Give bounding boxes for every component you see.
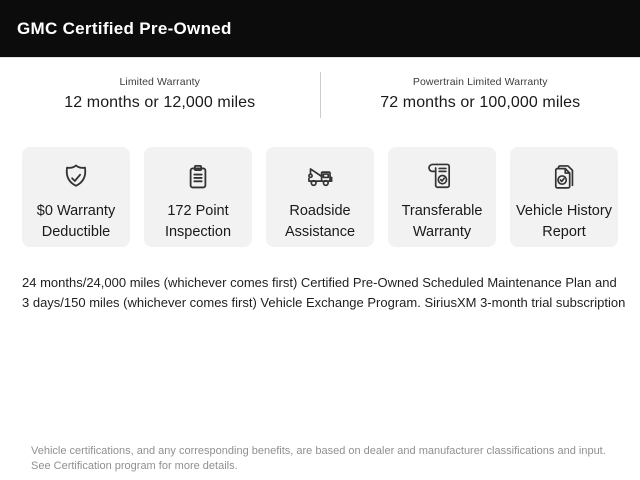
card-label: Transferable Warranty: [401, 203, 483, 240]
certification-disclaimer-text: Vehicle certifications, and any correspo…: [31, 445, 606, 472]
card-transferable-warranty: Transferable Warranty: [388, 147, 496, 247]
page-title: GMC Certified Pre-Owned: [17, 18, 232, 38]
warranty-scroll-icon: [423, 160, 461, 198]
card-label: Vehicle History Report: [516, 203, 612, 240]
card-label: 172 Point Inspection: [164, 203, 232, 240]
card-label: $0 Warranty Deductible: [36, 203, 116, 240]
header-bar: GMC Certified Pre-Owned: [0, 0, 640, 57]
program-details-text: 24 months/24,000 miles (whichever comes …: [22, 275, 626, 310]
card-point-inspection: 172 Point Inspection: [144, 147, 252, 247]
powertrain-warranty-column: Powertrain Limited Warranty 72 months or…: [321, 72, 640, 118]
benefit-cards: $0 Warranty Deductible 172 Point Inspect…: [22, 147, 618, 247]
powertrain-warranty-label: Powertrain Limited Warranty: [412, 76, 548, 88]
card-label: Roadside Assistance: [284, 203, 356, 240]
card-roadside-assistance: Roadside Assistance: [266, 147, 374, 247]
warranty-summary: Limited Warranty 12 months or 12,000 mil…: [0, 72, 640, 118]
shield-check-icon: [57, 160, 95, 198]
powertrain-warranty-value: 72 months or 100,000 miles: [380, 94, 581, 111]
history-report-icon: [545, 160, 583, 198]
card-vehicle-history: Vehicle History Report: [510, 147, 618, 247]
card-warranty-deductible: $0 Warranty Deductible: [22, 147, 130, 247]
clipboard-icon: [179, 160, 217, 198]
limited-warranty-column: Limited Warranty 12 months or 12,000 mil…: [0, 72, 320, 118]
limited-warranty-label: Limited Warranty: [119, 76, 201, 88]
tow-truck-icon: [301, 160, 339, 198]
vertical-divider: [319, 72, 321, 118]
limited-warranty-value: 12 months or 12,000 miles: [64, 94, 256, 111]
